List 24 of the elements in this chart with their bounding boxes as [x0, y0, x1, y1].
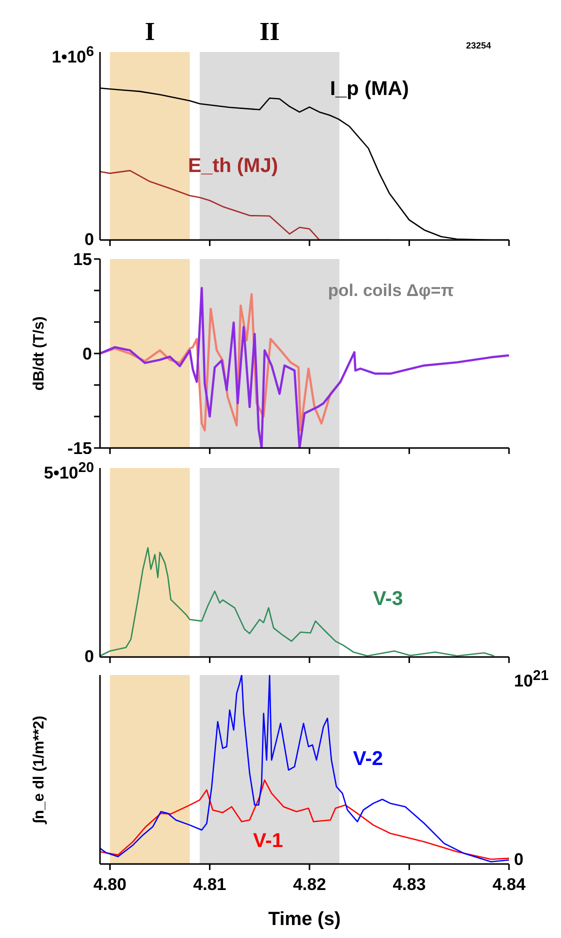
x-tick-label: 4.83 — [392, 875, 426, 894]
x-tick-label: 4.84 — [492, 875, 526, 894]
text: 1•10$^{6}$ — [52, 44, 94, 68]
y-axis-title: dB/dt (T/s) — [30, 316, 48, 391]
series-label: E_th (MJ) — [188, 155, 278, 178]
band-label: I — [144, 17, 155, 46]
series-label: V-2 — [353, 748, 384, 771]
annotation: pol. coils Δφ=π — [328, 280, 454, 302]
text: 10$^{21}$ — [514, 668, 549, 692]
x-tick-label: 4.82 — [292, 875, 326, 894]
x-axis-title: Time (s) — [268, 909, 341, 930]
series-label: V-1 — [253, 830, 284, 853]
text: V-3 — [373, 588, 404, 611]
text: 0 — [514, 850, 524, 870]
text: 5•10$^{20}$ — [44, 460, 94, 484]
series-label: I_p (MA) — [330, 78, 409, 101]
x-tick-label: 4.81 — [193, 875, 226, 894]
x-tick-label: 4.80 — [93, 875, 127, 894]
band-label: II — [259, 17, 280, 46]
text: 23254 — [466, 40, 492, 52]
y-tick-label: 15 — [73, 250, 92, 269]
y-tick-label: -15 — [67, 439, 92, 458]
y-axis-title: ∫n_e dl (1/m**2) — [30, 716, 48, 824]
y-tick-label: 0 — [82, 344, 92, 364]
